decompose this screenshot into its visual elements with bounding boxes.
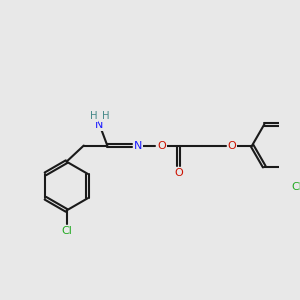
Text: H: H xyxy=(90,111,97,121)
Text: O: O xyxy=(157,141,166,151)
Text: N: N xyxy=(134,141,142,151)
Text: O: O xyxy=(175,168,183,178)
Text: H: H xyxy=(102,111,110,121)
Text: Cl: Cl xyxy=(61,226,72,236)
Text: O: O xyxy=(228,141,236,151)
Text: N: N xyxy=(95,120,104,130)
Text: Cl: Cl xyxy=(292,182,300,192)
